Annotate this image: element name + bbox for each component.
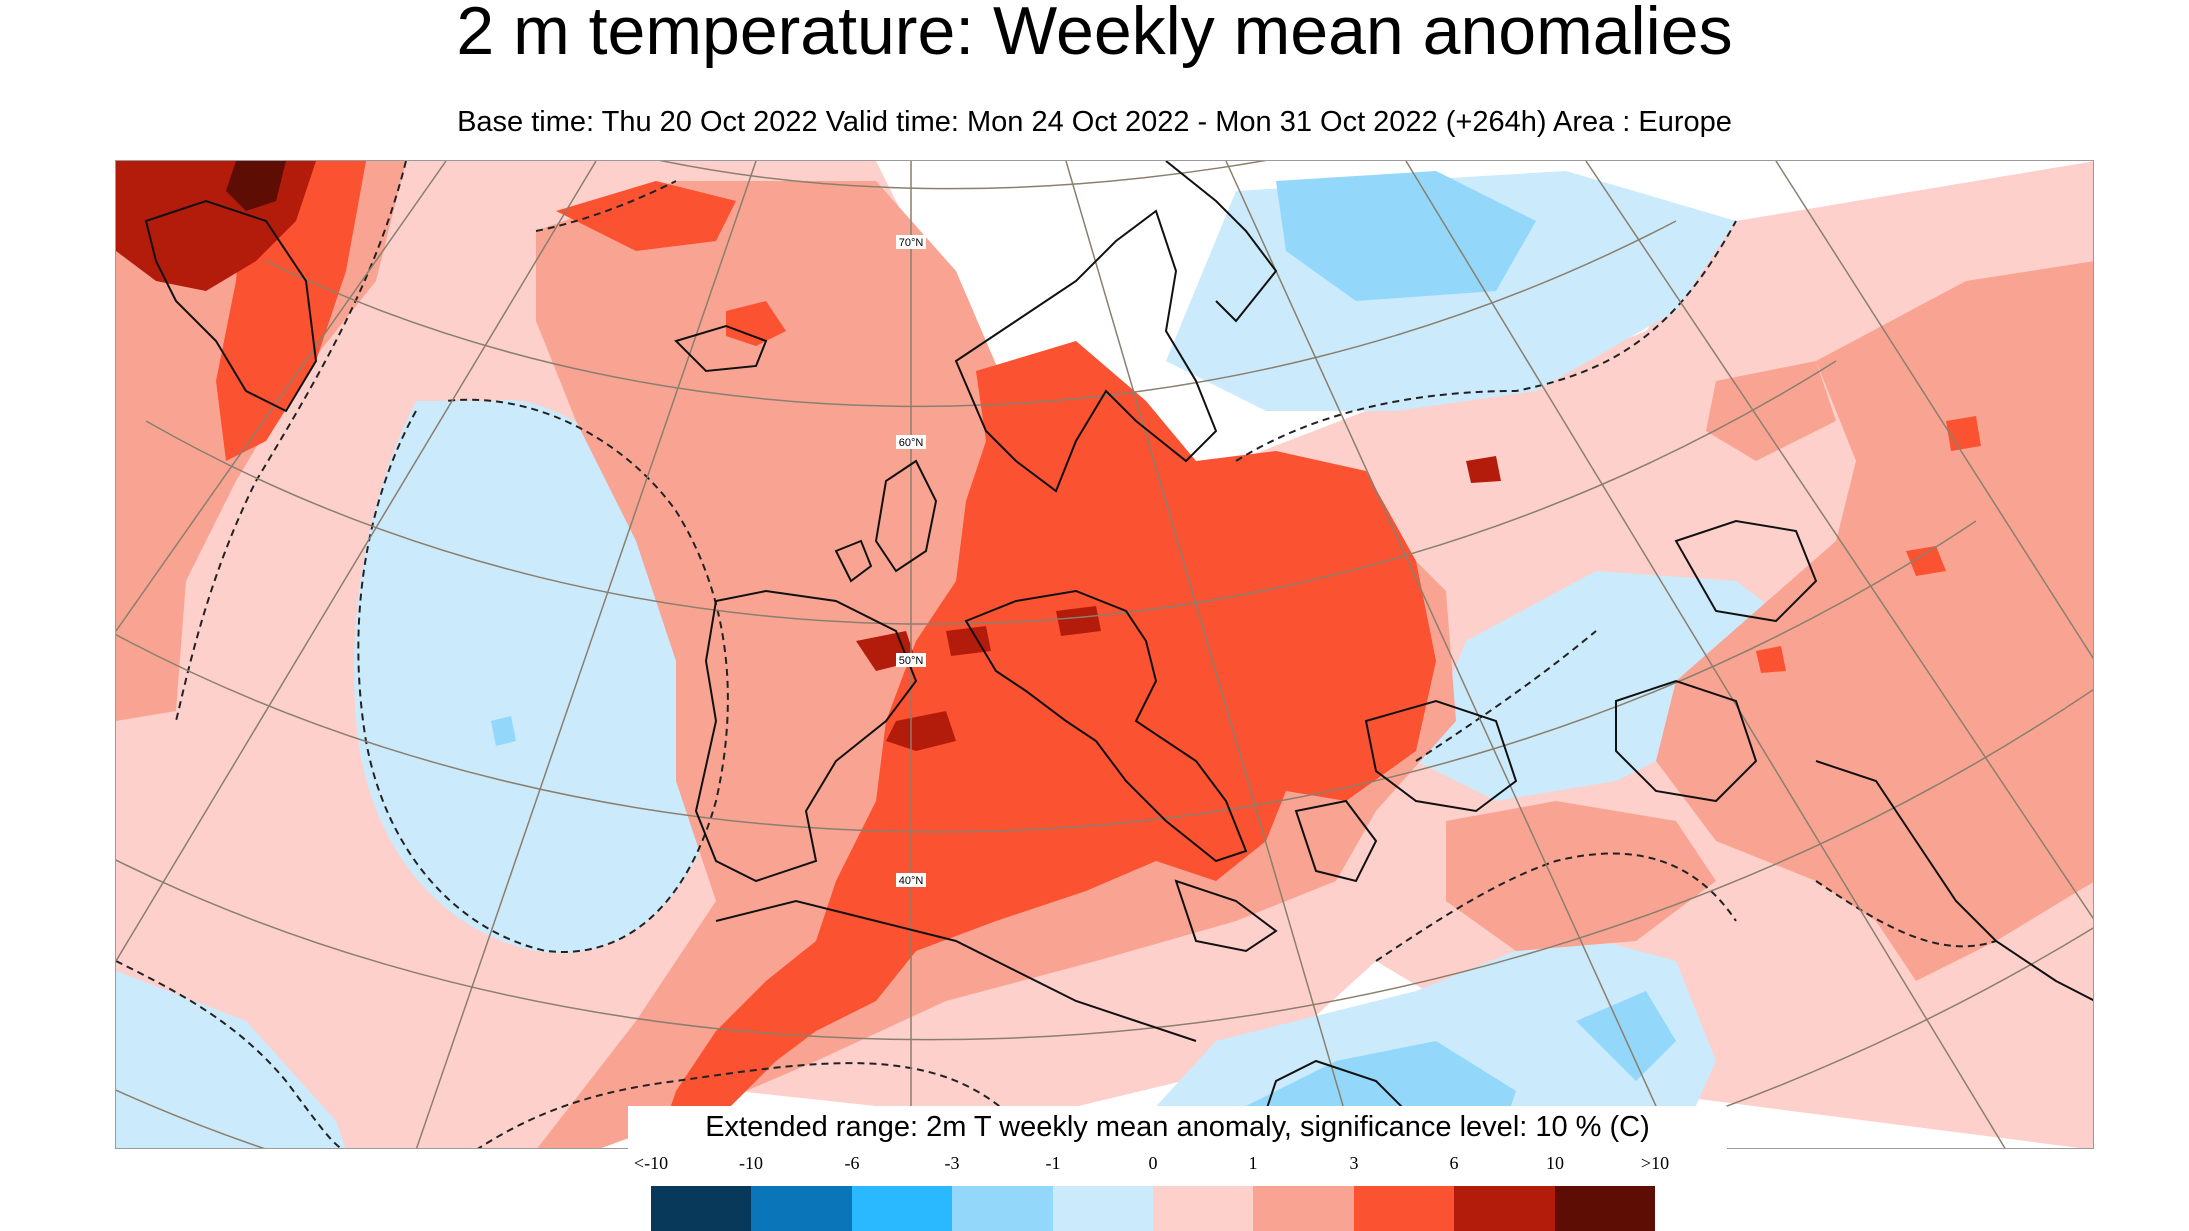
legend-tick-label: -10 bbox=[739, 1153, 763, 1173]
legend-color-bar bbox=[651, 1186, 1656, 1231]
lat-label-50: 50°N bbox=[899, 655, 924, 667]
legend-swatch bbox=[952, 1186, 1053, 1231]
legend-tick-label: 10 bbox=[1546, 1153, 1564, 1173]
temperature-anomaly-map: 70°N 60°N 50°N 40°N bbox=[115, 160, 2094, 1149]
legend-swatch bbox=[1554, 1186, 1656, 1231]
legend-swatch bbox=[1052, 1186, 1154, 1231]
legend-swatch bbox=[1454, 1186, 1555, 1231]
significance-contours bbox=[116, 161, 1997, 1148]
legend-tick-label: >10 bbox=[1640, 1153, 1670, 1173]
anomaly-warm-russia-region bbox=[1656, 261, 2093, 981]
legend-swatch bbox=[751, 1186, 852, 1231]
lat-label-40: 40°N bbox=[899, 875, 924, 887]
legend-tick-label: 0 bbox=[1148, 1153, 1158, 1173]
anomaly-cool-north-africa-region bbox=[1117, 931, 1716, 1148]
lat-label-60: 60°N bbox=[899, 437, 924, 449]
legend-swatch bbox=[851, 1186, 953, 1231]
legend-tick-label: 6 bbox=[1449, 1153, 1459, 1173]
legend-tick-label: -1 bbox=[1045, 1153, 1061, 1173]
map-subtitle: Base time: Thu 20 Oct 2022 Valid time: M… bbox=[457, 106, 1732, 138]
legend-tick-label: -6 bbox=[844, 1153, 860, 1173]
legend-caption: Extended range: 2m T weekly mean anomaly… bbox=[628, 1106, 1727, 1149]
coastlines bbox=[144, 161, 2093, 1142]
legend-swatch bbox=[1153, 1186, 1254, 1231]
legend-tick-label: <-10 bbox=[633, 1153, 669, 1173]
anomaly-strong-warm-core-region bbox=[656, 341, 1436, 1148]
legend-swatch bbox=[1253, 1186, 1354, 1231]
legend-tick-label: 1 bbox=[1248, 1153, 1258, 1173]
lat-label-70: 70°N bbox=[899, 237, 924, 249]
legend-swatch bbox=[651, 1186, 752, 1231]
legend-tick-labels: <-10 -10 -6 -3 -1 0 1 3 6 10 >10 bbox=[0, 1153, 2189, 1177]
legend-tick-label: -3 bbox=[944, 1153, 960, 1173]
map-title: 2 m temperature: Weekly mean anomalies bbox=[456, 0, 1733, 69]
legend-tick-label: 3 bbox=[1349, 1153, 1359, 1173]
graticule bbox=[116, 161, 2093, 1148]
legend-swatch bbox=[1353, 1186, 1455, 1231]
